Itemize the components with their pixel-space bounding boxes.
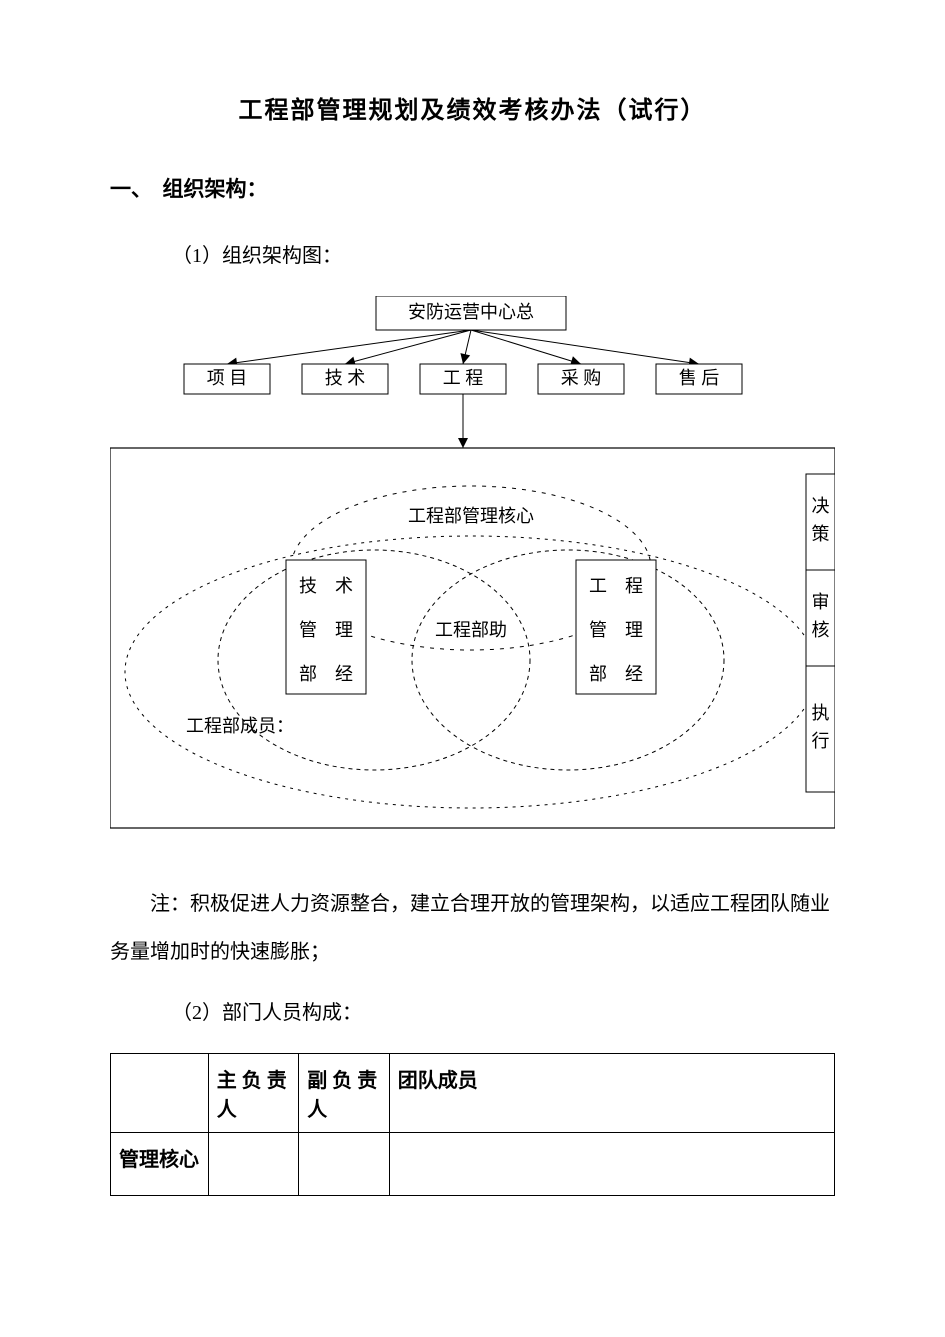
svg-text:售 后: 售 后: [679, 368, 720, 388]
svg-text:管 理: 管 理: [299, 620, 353, 640]
page-title: 工程部管理规划及绩效考核办法（试行）: [110, 90, 835, 125]
svg-text:部 经: 部 经: [299, 664, 353, 684]
svg-text:工程部管理核心: 工程部管理核心: [408, 506, 534, 526]
svg-text:执: 执: [812, 703, 830, 723]
table-cell: [299, 1133, 390, 1196]
svg-text:项 目: 项 目: [207, 368, 248, 388]
svg-text:工 程: 工 程: [443, 368, 484, 388]
svg-text:安防运营中心总: 安防运营中心总: [408, 302, 534, 322]
table-header-cell: 主 负 责人: [208, 1054, 299, 1133]
svg-text:策: 策: [812, 524, 830, 544]
org-chart: 安防运营中心总项 目技 术工 程采 购售 后工程部管理核心工程部助技 术管 理部…: [110, 296, 835, 848]
section-1-heading: 一、 组织架构：: [110, 173, 835, 203]
table-cell: [389, 1133, 834, 1196]
svg-text:工程部成员：: 工程部成员：: [186, 716, 294, 736]
table-header-cell: 团队成员: [389, 1054, 834, 1133]
svg-text:部 经: 部 经: [589, 664, 643, 684]
org-chart-note: 注：积极促进人力资源整合，建立合理开放的管理架构，以适应工程团队随业务量增加时的…: [110, 880, 835, 976]
svg-text:审: 审: [812, 592, 830, 612]
svg-text:技 术: 技 术: [299, 576, 353, 596]
svg-text:决: 决: [812, 496, 830, 516]
svg-text:采 购: 采 购: [561, 368, 602, 388]
svg-text:工 程: 工 程: [589, 576, 643, 596]
subsection-1-label: （1）组织架构图：: [172, 239, 835, 268]
table-cell: [208, 1133, 299, 1196]
table-header-row: 主 负 责人 副 负 责人 团队成员: [111, 1054, 835, 1133]
table-row: 管理核心: [111, 1133, 835, 1196]
svg-text:管 理: 管 理: [589, 620, 643, 640]
svg-text:行: 行: [812, 731, 830, 751]
subsection-2-label: （2）部门人员构成：: [172, 996, 835, 1025]
svg-text:工程部助: 工程部助: [435, 620, 507, 640]
svg-text:技 术: 技 术: [325, 368, 366, 388]
table-header-cell: [111, 1054, 209, 1133]
table-cell: 管理核心: [111, 1133, 209, 1196]
people-table: 主 负 责人 副 负 责人 团队成员 管理核心: [110, 1053, 835, 1196]
svg-text:核: 核: [812, 620, 830, 640]
table-header-cell: 副 负 责人: [299, 1054, 390, 1133]
